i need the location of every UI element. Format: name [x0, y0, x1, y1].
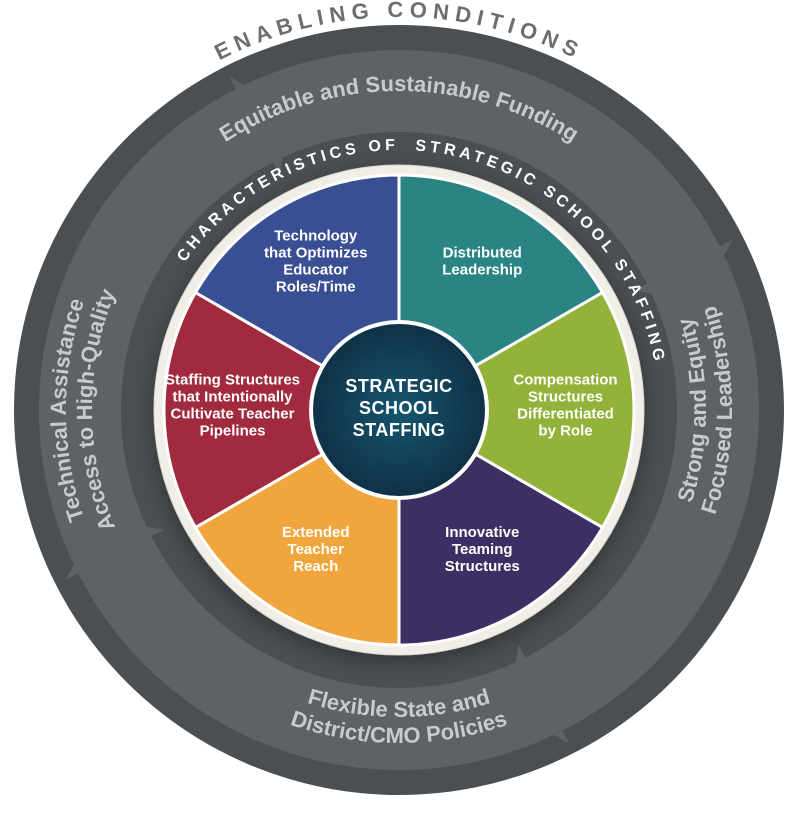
wedge-label: InnovativeTeamingStructures: [445, 524, 520, 575]
wedge-label: Technologythat OptimizesEducatorRoles/Ti…: [264, 227, 367, 295]
center-label: STRATEGICSCHOOLSTAFFING: [345, 376, 452, 440]
wedge-label: DistributedLeadership: [442, 244, 522, 278]
